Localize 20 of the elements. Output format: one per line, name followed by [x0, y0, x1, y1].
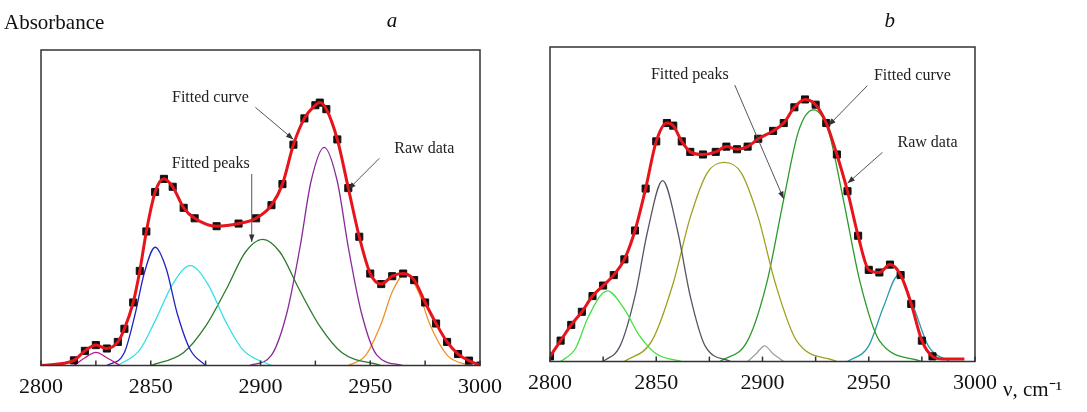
x-tick-label: 2950	[846, 368, 891, 394]
y-axis-title: Absorbance	[4, 10, 105, 35]
x-tick-label: 3000	[458, 372, 502, 398]
chart-title: a	[386, 8, 398, 33]
annotation: Fitted curve	[171, 87, 249, 105]
annotation: Fitted curve	[873, 65, 951, 83]
annotation: Raw data	[897, 132, 958, 150]
x-axis-title: ν, cm⁻¹	[1003, 375, 1062, 402]
annotation: Fitted peaks	[650, 65, 729, 84]
chart-title: b	[884, 8, 895, 33]
x-tick-label: 2850	[128, 372, 173, 398]
x-tick-label: 2800	[19, 372, 63, 398]
x-tick-label: 2900	[740, 368, 785, 394]
annotation: Fitted peaks	[171, 154, 250, 173]
x-tick-label: 2850	[634, 368, 679, 394]
x-tick-label: 2800	[528, 368, 572, 394]
x-tick-label: 2900	[238, 372, 283, 398]
annotation: Raw data	[394, 138, 455, 156]
x-tick-label: 3000	[953, 368, 997, 394]
x-tick-label: 2950	[348, 372, 393, 398]
